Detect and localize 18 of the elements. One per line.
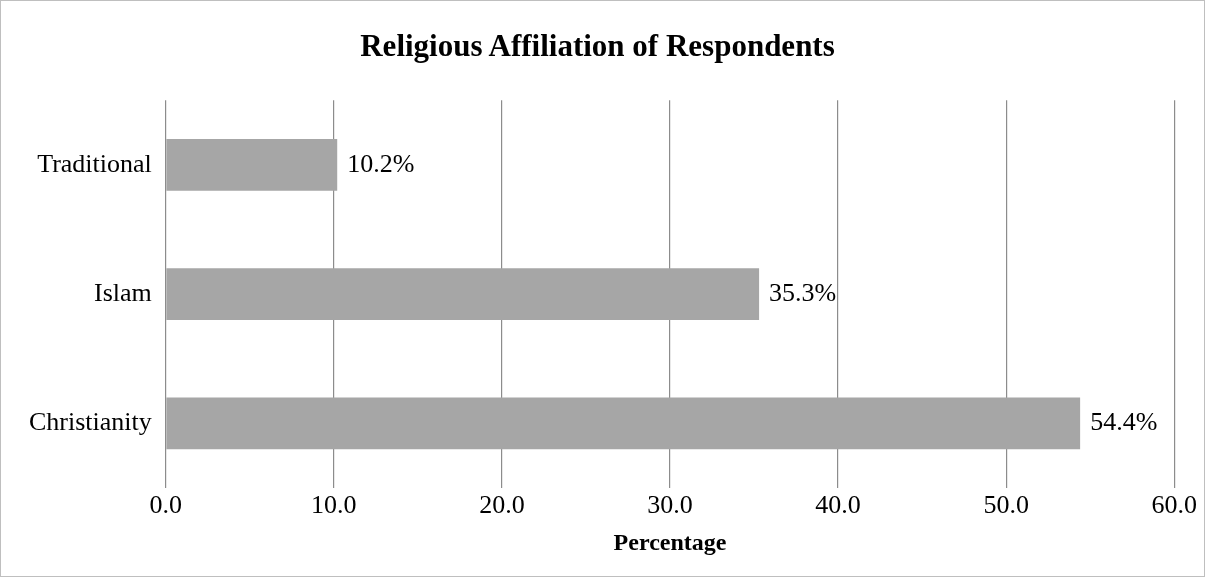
x-tick-label: 40.0 xyxy=(815,490,861,520)
bar xyxy=(166,138,338,191)
data-label: 35.3% xyxy=(769,277,837,307)
y-tick-label: Islam xyxy=(94,277,152,307)
y-tick-label: Christianity xyxy=(29,407,152,437)
x-axis-title: Percentage xyxy=(613,528,727,555)
bar xyxy=(166,268,760,320)
x-tick-label: 30.0 xyxy=(647,490,693,520)
x-tick-label: 20.0 xyxy=(479,490,525,520)
chart-title: Religious Affiliation of Respondents xyxy=(360,27,835,63)
bar xyxy=(166,397,1081,450)
x-tick-label: 0.0 xyxy=(149,490,183,520)
x-tick-label: 10.0 xyxy=(311,490,357,520)
x-tick-label: 60.0 xyxy=(1151,490,1197,520)
data-label: 54.4% xyxy=(1090,407,1158,437)
data-label: 10.2% xyxy=(347,148,415,178)
x-tick-label: 50.0 xyxy=(983,490,1029,520)
y-tick-label: Traditional xyxy=(37,148,152,178)
